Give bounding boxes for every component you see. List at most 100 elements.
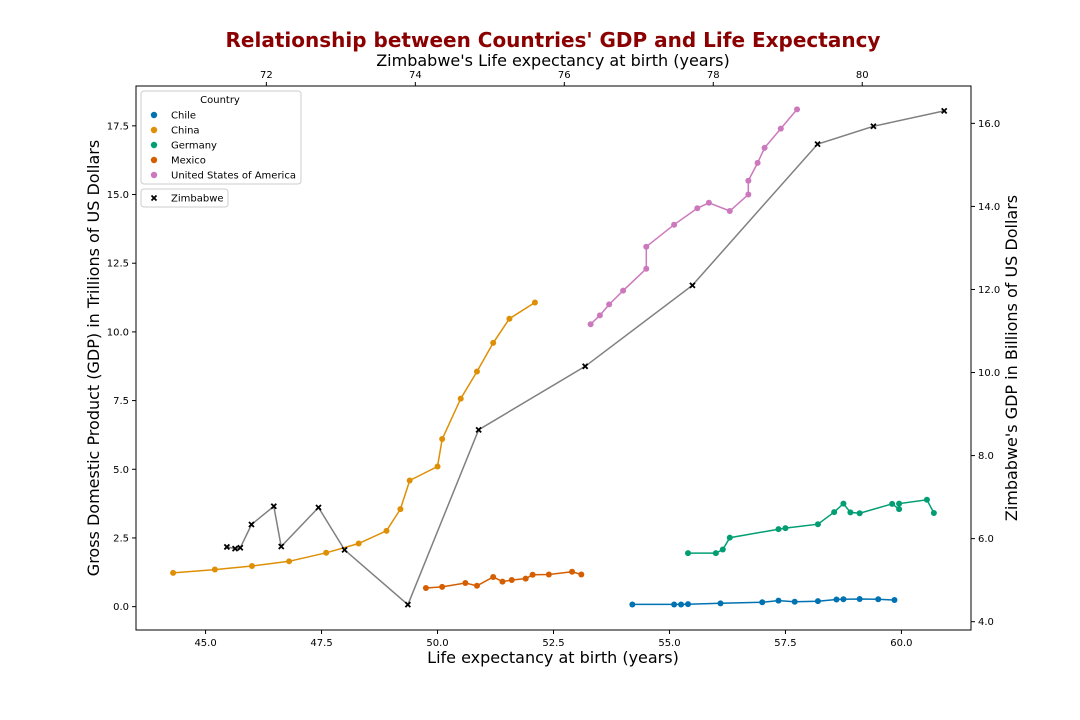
data-point-chile bbox=[685, 601, 692, 608]
data-point-zimbabwe bbox=[941, 107, 948, 115]
secondary-legend-box bbox=[140, 188, 229, 208]
y2-tick-label: 10.0 bbox=[978, 368, 1000, 379]
data-point-china bbox=[506, 315, 513, 322]
data-point-united-states-of-america bbox=[745, 191, 752, 198]
legend-box bbox=[140, 90, 302, 185]
data-point-mexico bbox=[569, 568, 576, 575]
data-point-united-states-of-america bbox=[587, 321, 594, 328]
data-point-china bbox=[397, 506, 404, 513]
data-point-mexico bbox=[422, 584, 429, 591]
data-point-zimbabwe-stroke-b bbox=[870, 123, 877, 130]
data-point-zimbabwe-stroke-b bbox=[475, 426, 482, 433]
data-point-chile bbox=[671, 601, 678, 608]
data-point-zimbabwe-stroke-b bbox=[223, 543, 231, 551]
data-point-zimbabwe-stroke-b bbox=[248, 521, 255, 528]
data-point-zimbabwe-stroke-b bbox=[341, 546, 348, 553]
x-tick-label: 57.5 bbox=[774, 638, 796, 649]
series-line-china bbox=[173, 301, 536, 574]
data-point-china bbox=[248, 562, 255, 569]
data-point-chile bbox=[759, 599, 766, 606]
secondary-y-axis-title: Zimbabwe's GDP in Billions of US Dollars bbox=[1002, 195, 1021, 521]
data-point-china bbox=[406, 477, 413, 484]
data-point-mexico bbox=[499, 578, 506, 585]
data-point-united-states-of-america bbox=[777, 125, 784, 132]
data-point-chile bbox=[678, 601, 685, 608]
data-point-zimbabwe bbox=[582, 363, 589, 370]
y-axis-title: Gross Domestic Product (GDP) in Trillion… bbox=[84, 140, 103, 576]
y-tick-label: 5.0 bbox=[113, 465, 129, 476]
data-point-chile bbox=[717, 600, 724, 607]
data-point-united-states-of-america bbox=[620, 287, 627, 294]
legend-marker-china bbox=[150, 126, 158, 134]
data-point-china bbox=[434, 463, 441, 470]
data-point-zimbabwe bbox=[223, 543, 231, 551]
legend-label-germany: Germany bbox=[171, 141, 217, 152]
data-point-mexico bbox=[529, 571, 536, 578]
x-axis-title: Life expectancy at birth (years) bbox=[427, 648, 679, 667]
data-point-united-states-of-america bbox=[596, 312, 603, 319]
data-point-zimbabwe bbox=[278, 543, 285, 550]
data-point-united-states-of-america bbox=[794, 106, 801, 113]
data-point-germany bbox=[840, 500, 847, 507]
series-markers bbox=[170, 106, 948, 608]
data-point-germany bbox=[685, 550, 692, 557]
data-point-zimbabwe-stroke-b bbox=[941, 107, 948, 115]
legend-marker-germany bbox=[150, 141, 158, 149]
data-point-germany bbox=[896, 506, 903, 513]
data-point-chile bbox=[833, 596, 840, 603]
x2-tick-label: 78 bbox=[707, 70, 720, 81]
data-point-germany bbox=[923, 496, 930, 503]
data-point-zimbabwe bbox=[475, 426, 482, 433]
legend-label-china: China bbox=[171, 126, 200, 137]
data-point-united-states-of-america bbox=[643, 265, 650, 272]
series-line-united-states-of-america bbox=[590, 108, 798, 325]
data-point-germany bbox=[775, 526, 782, 533]
data-point-zimbabwe-stroke-b bbox=[315, 504, 322, 511]
y-tick-label: 2.5 bbox=[113, 533, 129, 544]
data-point-china bbox=[323, 549, 330, 556]
data-point-germany bbox=[726, 534, 733, 541]
data-point-chile bbox=[856, 595, 863, 602]
data-point-united-states-of-america bbox=[745, 177, 752, 184]
legend-title: Country bbox=[200, 95, 240, 106]
legend-marker-chile bbox=[150, 111, 158, 119]
data-point-united-states-of-america bbox=[671, 221, 678, 228]
legend-label-united-states-of-america: United States of America bbox=[171, 171, 296, 182]
data-point-united-states-of-america bbox=[726, 208, 733, 215]
legend-marker-zimbabwe bbox=[150, 194, 158, 202]
data-point-zimbabwe-stroke-b bbox=[404, 601, 412, 608]
data-point-china bbox=[170, 569, 177, 576]
data-point-china bbox=[490, 339, 497, 346]
data-point-chile bbox=[891, 597, 898, 604]
y-tick-label: 7.5 bbox=[113, 396, 129, 407]
data-point-united-states-of-america bbox=[705, 199, 712, 206]
y-tick-label: 17.5 bbox=[107, 121, 129, 132]
data-point-chile bbox=[629, 601, 636, 608]
chart-title: Relationship between Countries' GDP and … bbox=[226, 28, 881, 52]
data-point-zimbabwe-stroke-b bbox=[582, 363, 589, 370]
y-tick-label: 15.0 bbox=[107, 190, 129, 201]
legend-marker-mexico bbox=[150, 156, 158, 164]
data-point-united-states-of-america bbox=[761, 144, 768, 151]
data-point-zimbabwe bbox=[248, 521, 255, 528]
x-tick-label: 60.0 bbox=[890, 638, 912, 649]
legend-marker-united-states-of-america bbox=[150, 171, 158, 179]
data-point-germany bbox=[847, 509, 854, 516]
data-point-china bbox=[531, 299, 538, 306]
x-tick-label: 55.0 bbox=[658, 638, 680, 649]
legend-items: Chile China Germany Mexico United States of … bbox=[150, 111, 296, 182]
legend: Country Chile China Germany Mexico United St… bbox=[140, 90, 302, 185]
legend-label-chile: Chile bbox=[171, 111, 196, 122]
x2-tick-label: 72 bbox=[260, 70, 273, 81]
data-point-germany bbox=[719, 546, 726, 553]
data-point-zimbabwe bbox=[237, 544, 244, 551]
data-point-zimbabwe-stroke-b bbox=[237, 544, 244, 551]
data-point-chile bbox=[875, 596, 882, 603]
data-point-zimbabwe bbox=[315, 504, 322, 511]
x-tick-label: 45.0 bbox=[194, 638, 216, 649]
data-point-germany bbox=[896, 500, 903, 507]
data-point-zimbabwe-stroke-b bbox=[270, 503, 277, 510]
data-point-united-states-of-america bbox=[754, 159, 761, 166]
data-point-chile bbox=[814, 598, 821, 605]
